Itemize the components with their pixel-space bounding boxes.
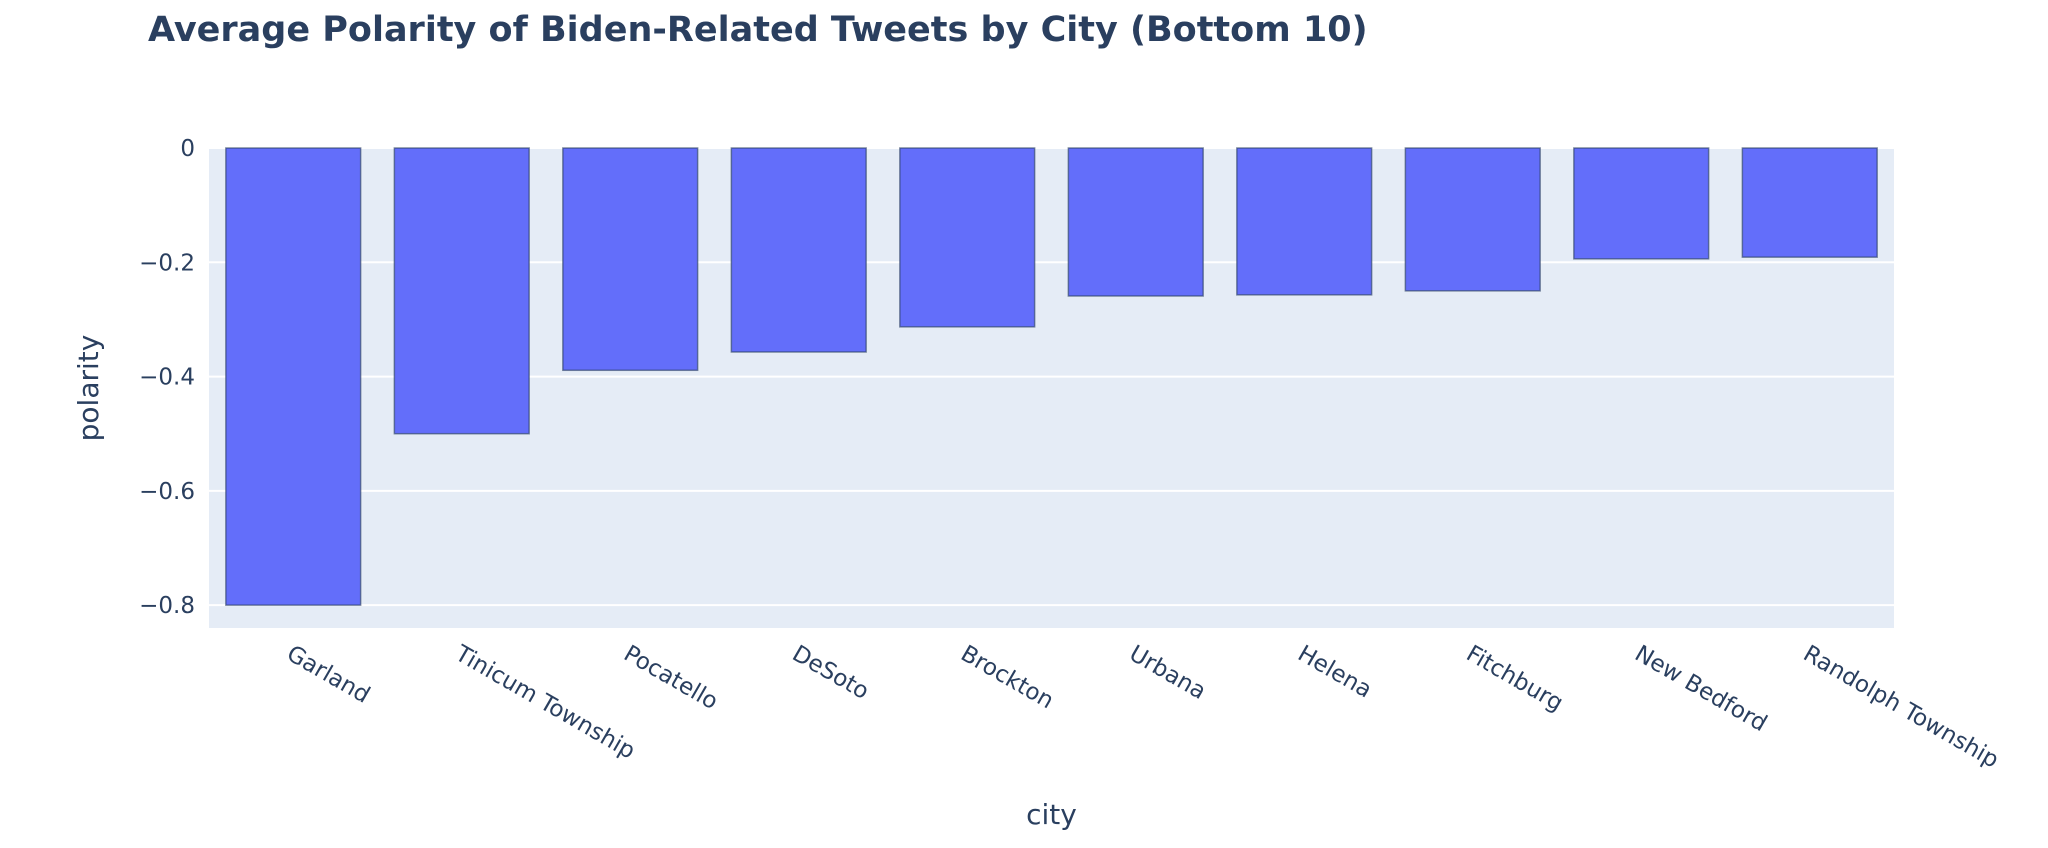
bars bbox=[225, 147, 1878, 606]
y-tick-label: −0.8 bbox=[139, 593, 195, 619]
x-tick-label: Urbana bbox=[1125, 641, 1210, 705]
x-tick-label: New Bedford bbox=[1630, 641, 1771, 737]
x-tick-label: Tinicum Township bbox=[450, 640, 639, 764]
y-tick-label: 0 bbox=[180, 136, 195, 162]
bar bbox=[1404, 147, 1541, 292]
bar bbox=[730, 147, 867, 353]
x-tick-label: Randolph Township bbox=[1799, 641, 2003, 774]
x-tick-label: Fitchburg bbox=[1462, 641, 1568, 717]
y-tick-label: −0.4 bbox=[139, 365, 195, 391]
x-tick-label: Garland bbox=[282, 641, 374, 709]
x-tick-label: DeSoto bbox=[788, 641, 873, 705]
bar bbox=[393, 147, 530, 435]
y-axis-title: polarity bbox=[72, 335, 105, 442]
x-tick-label: Helena bbox=[1293, 641, 1376, 704]
x-tick-label: Brockton bbox=[956, 641, 1058, 715]
bar bbox=[1067, 147, 1204, 297]
y-tick-label: −0.6 bbox=[139, 479, 195, 505]
chart-title: Average Polarity of Biden-Related Tweets… bbox=[148, 10, 1368, 50]
bar bbox=[1573, 147, 1710, 260]
bar bbox=[899, 147, 1036, 328]
bar bbox=[562, 147, 699, 372]
y-tick-label: −0.2 bbox=[139, 250, 195, 276]
bar bbox=[225, 147, 362, 606]
x-axis-title: city bbox=[1026, 798, 1077, 831]
bar bbox=[1741, 147, 1878, 258]
bar bbox=[1236, 147, 1373, 296]
y-axis-ticks: 0 −0.2 −0.4 −0.6 −0.8 bbox=[139, 136, 195, 619]
x-tick-label: Pocatello bbox=[619, 641, 722, 715]
